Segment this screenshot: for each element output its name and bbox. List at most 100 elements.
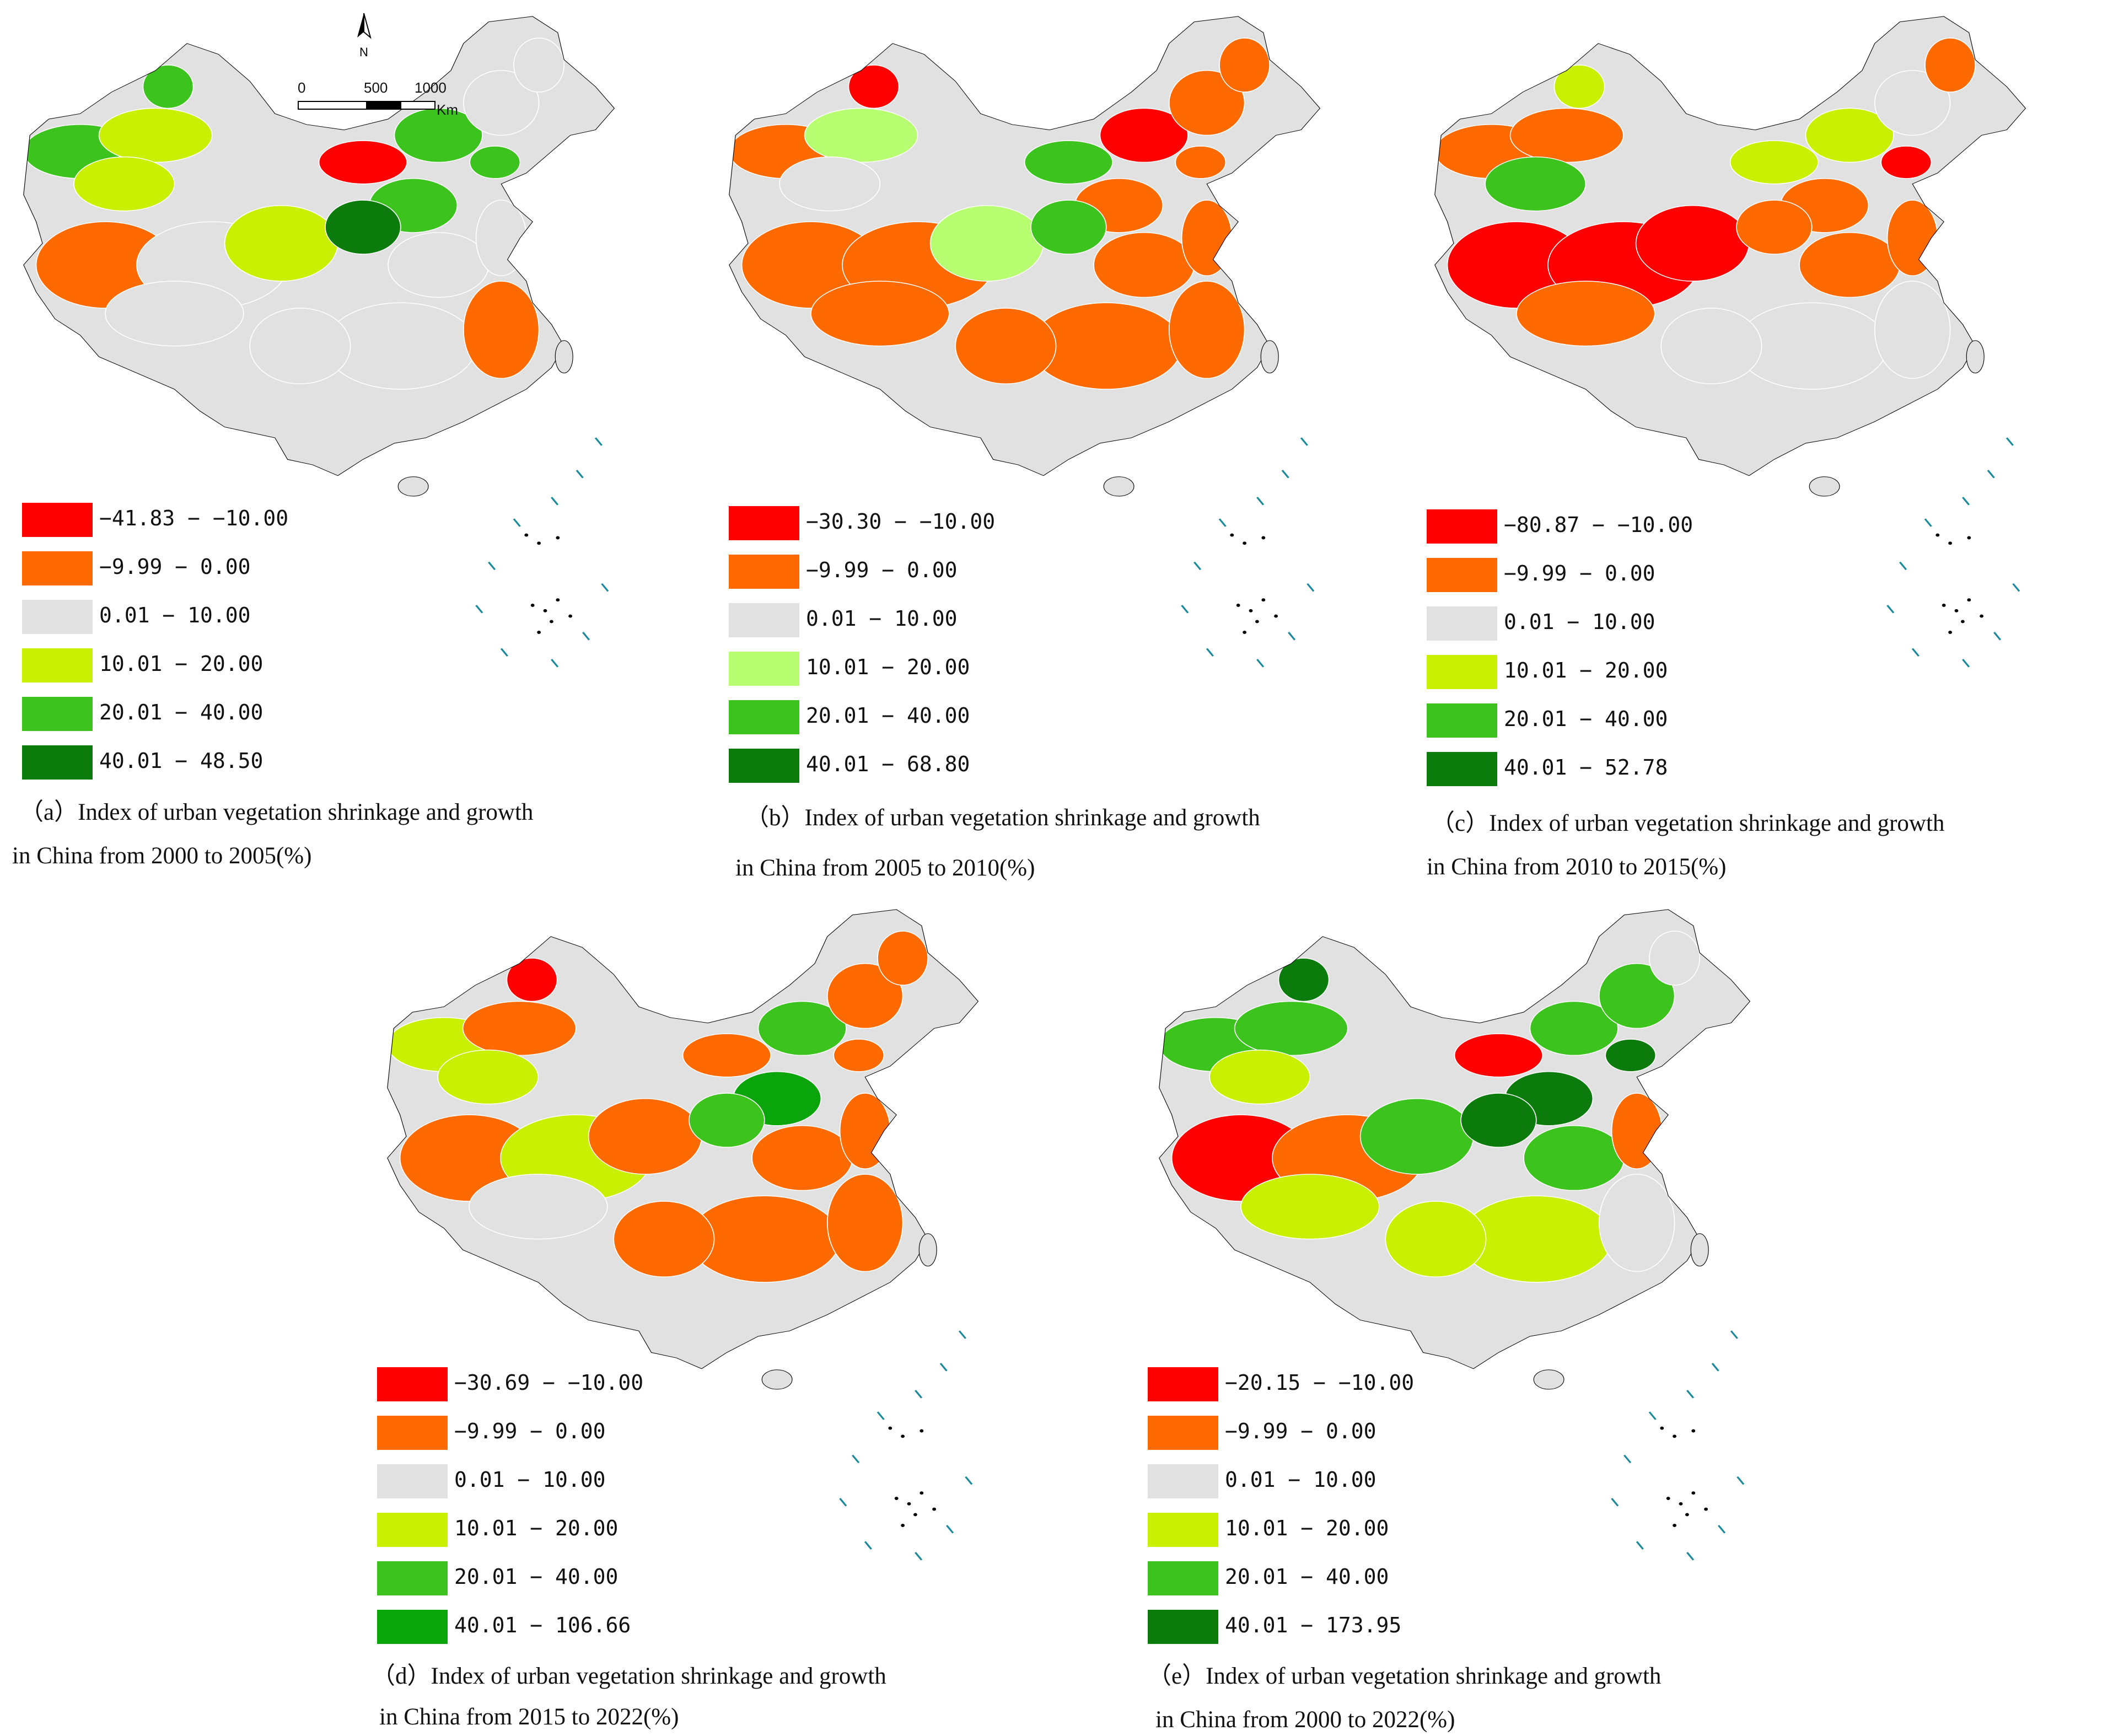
nine-dash-segment bbox=[915, 1390, 923, 1399]
north-arrow-label: N bbox=[359, 45, 368, 59]
legend-label: 20.01 − 40.00 bbox=[806, 703, 970, 728]
legend-swatch bbox=[22, 600, 93, 634]
region-patch-ne2 bbox=[513, 37, 565, 93]
legend-item: 40.01 − 173.95 bbox=[1148, 1610, 1478, 1644]
legend-swatch bbox=[22, 697, 93, 731]
legend-swatch bbox=[1427, 703, 1497, 738]
region-patch-ne2 bbox=[1649, 931, 1701, 986]
region-patch-loess bbox=[1030, 200, 1107, 255]
legend-item: 20.01 − 40.00 bbox=[377, 1561, 708, 1595]
region-patch-tib3 bbox=[469, 1174, 608, 1240]
legend-label: 20.01 − 40.00 bbox=[454, 1565, 619, 1589]
nine-dash-segment bbox=[2012, 583, 2020, 592]
island-dot bbox=[920, 1491, 924, 1495]
legend-item: 40.01 − 68.80 bbox=[729, 749, 1060, 783]
legend-swatch bbox=[377, 1464, 448, 1498]
island-dot bbox=[1691, 1429, 1696, 1433]
legend-swatch bbox=[1148, 1464, 1218, 1498]
region-patch-nw3 bbox=[1485, 156, 1587, 212]
island-dot bbox=[1230, 533, 1234, 537]
map-panel-a: −41.83 − −10.00 −9.99 − 0.00 0.01 − 10.00 1… bbox=[0, 0, 706, 904]
island-dot bbox=[1243, 631, 1247, 634]
caption-e-line2: in China from 2000 to 2022(%) bbox=[1155, 1707, 1455, 1733]
region-patch-ne1 bbox=[1168, 70, 1245, 136]
island-dot bbox=[1967, 536, 1971, 540]
nine-dash-segment bbox=[594, 437, 603, 446]
hainan-island bbox=[761, 1369, 793, 1390]
taiwan-island bbox=[1260, 340, 1279, 374]
nine-dash-segment bbox=[1718, 1525, 1726, 1534]
nine-dash-segment bbox=[915, 1552, 923, 1561]
region-patch-ce bbox=[1523, 1125, 1625, 1191]
legend-swatch bbox=[1148, 1610, 1218, 1644]
taiwan-island bbox=[1690, 1233, 1709, 1267]
legend-item: 20.01 − 40.00 bbox=[22, 697, 353, 731]
nine-dash-segment bbox=[1611, 1498, 1619, 1507]
china-map-c bbox=[1434, 16, 2026, 668]
region-patch-sw bbox=[1385, 1201, 1487, 1277]
island-dot bbox=[537, 541, 541, 545]
island-dot bbox=[1980, 614, 1984, 618]
island-dot bbox=[1691, 1491, 1696, 1495]
china-map-d bbox=[387, 909, 979, 1561]
legend-swatch bbox=[729, 603, 799, 637]
legend-swatch bbox=[729, 700, 799, 734]
caption-d-line2: in China from 2015 to 2022(%) bbox=[379, 1704, 679, 1730]
region-patch-loess bbox=[325, 200, 401, 255]
region-patch-ne1 bbox=[1874, 70, 1951, 136]
region-patch-ne3 bbox=[469, 146, 521, 179]
legend-item: 0.01 − 10.00 bbox=[1427, 606, 1757, 641]
legend-item: −30.30 − −10.00 bbox=[729, 506, 1060, 540]
caption-b-line2: in China from 2005 to 2010(%) bbox=[735, 855, 1035, 881]
legend-label: −30.30 − −10.00 bbox=[806, 509, 996, 534]
island-dot bbox=[1960, 620, 1965, 624]
legend-label: −9.99 − 0.00 bbox=[1225, 1419, 1377, 1443]
nine-dash-segment bbox=[551, 497, 559, 506]
region-patch-nw2 bbox=[98, 108, 213, 163]
nine-dash-segment bbox=[2006, 437, 2014, 446]
nine-dash-segment bbox=[1306, 583, 1315, 592]
island-dot bbox=[1942, 604, 1946, 607]
island-dot bbox=[1243, 541, 1247, 545]
legend-item: 0.01 − 10.00 bbox=[377, 1464, 708, 1498]
legend-swatch bbox=[22, 745, 93, 780]
island-dot bbox=[1249, 609, 1253, 612]
legend-label: −9.99 − 0.00 bbox=[99, 555, 251, 579]
region-patch-nw2 bbox=[1509, 108, 1624, 163]
island-dot bbox=[1673, 1434, 1677, 1438]
china-border bbox=[387, 909, 979, 1369]
hainan-island bbox=[1103, 476, 1135, 497]
region-patch-sw bbox=[1660, 308, 1762, 384]
region-patch-ne1 bbox=[826, 963, 904, 1029]
legend-swatch bbox=[1427, 509, 1497, 544]
nine-dash-segment bbox=[1300, 437, 1308, 446]
legend-swatch bbox=[729, 555, 799, 589]
legend-item: −30.69 − −10.00 bbox=[377, 1367, 708, 1401]
legend-item: −80.87 − −10.00 bbox=[1427, 509, 1757, 544]
legend-item: 40.01 − 48.50 bbox=[22, 745, 353, 780]
legend-item: 0.01 − 10.00 bbox=[22, 600, 353, 634]
nine-dash-segment bbox=[1911, 648, 1920, 657]
region-patch-east bbox=[839, 1093, 891, 1169]
region-patch-qh bbox=[929, 205, 1044, 282]
region-patch-ce bbox=[751, 1125, 853, 1191]
scale-bar: 0 500 1000 Km bbox=[298, 77, 485, 127]
legend-label: 20.01 − 40.00 bbox=[1225, 1565, 1389, 1589]
legend-label: 40.01 − 48.50 bbox=[99, 749, 264, 773]
china-map-a bbox=[23, 16, 615, 668]
legend-item: 20.01 − 40.00 bbox=[729, 700, 1060, 734]
nine-dash-segment bbox=[513, 518, 521, 527]
region-patch-loess bbox=[1460, 1093, 1537, 1148]
legend-swatch bbox=[1148, 1513, 1218, 1547]
region-patch-ce bbox=[388, 232, 490, 298]
legend-swatch bbox=[1427, 752, 1497, 786]
legend-label: −9.99 − 0.00 bbox=[454, 1419, 606, 1443]
island-dot bbox=[1704, 1507, 1708, 1511]
legend-label: 40.01 − 106.66 bbox=[454, 1613, 631, 1637]
nine-dash-segment bbox=[1256, 497, 1265, 506]
region-patch-ce bbox=[1093, 232, 1195, 298]
china-border bbox=[23, 16, 615, 476]
legend-item: 40.01 − 52.78 bbox=[1427, 752, 1757, 786]
legend-label: 0.01 − 10.00 bbox=[454, 1468, 606, 1492]
island-dot bbox=[920, 1429, 924, 1433]
